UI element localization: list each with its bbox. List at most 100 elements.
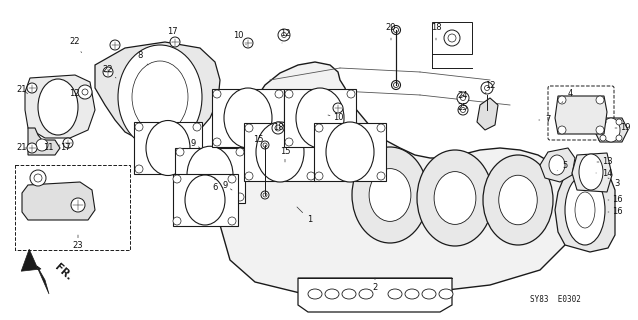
Ellipse shape [600, 135, 606, 141]
Ellipse shape [461, 95, 466, 100]
Text: 15: 15 [253, 135, 265, 148]
Ellipse shape [278, 29, 290, 41]
Ellipse shape [135, 123, 143, 131]
Text: 18: 18 [431, 23, 441, 40]
Ellipse shape [315, 124, 323, 132]
Text: SY83  E0302: SY83 E0302 [530, 295, 581, 305]
Ellipse shape [422, 289, 436, 299]
Polygon shape [572, 153, 612, 192]
Ellipse shape [448, 34, 456, 42]
Ellipse shape [377, 172, 385, 180]
Text: 21: 21 [17, 85, 27, 94]
Polygon shape [25, 75, 95, 138]
Text: 17: 17 [60, 143, 70, 153]
Polygon shape [555, 168, 615, 252]
Ellipse shape [434, 172, 476, 224]
Text: 11: 11 [43, 143, 60, 153]
Ellipse shape [326, 122, 374, 182]
Ellipse shape [347, 138, 355, 146]
Ellipse shape [173, 175, 181, 183]
Ellipse shape [173, 217, 181, 225]
Ellipse shape [256, 122, 304, 182]
Ellipse shape [352, 147, 428, 243]
Polygon shape [22, 182, 95, 220]
Ellipse shape [263, 193, 267, 197]
Ellipse shape [461, 108, 466, 113]
Ellipse shape [579, 154, 603, 190]
Ellipse shape [135, 165, 143, 173]
Ellipse shape [392, 81, 401, 90]
Ellipse shape [243, 38, 253, 48]
Text: 3: 3 [608, 178, 619, 188]
Ellipse shape [499, 175, 537, 225]
Ellipse shape [261, 191, 269, 199]
Ellipse shape [236, 193, 244, 201]
Ellipse shape [146, 121, 190, 175]
Ellipse shape [82, 89, 88, 95]
Polygon shape [210, 62, 572, 295]
Text: FR.: FR. [53, 262, 74, 282]
Ellipse shape [307, 172, 315, 180]
Ellipse shape [281, 33, 286, 37]
Text: 21: 21 [17, 143, 27, 153]
Ellipse shape [34, 174, 42, 182]
Text: 17: 17 [167, 28, 177, 42]
Ellipse shape [103, 67, 113, 77]
Ellipse shape [275, 125, 281, 131]
Text: 16: 16 [608, 196, 622, 204]
Ellipse shape [36, 139, 48, 151]
Text: 9: 9 [190, 139, 200, 148]
Text: 12: 12 [279, 28, 290, 43]
Ellipse shape [347, 90, 355, 98]
Ellipse shape [484, 85, 489, 91]
Ellipse shape [369, 169, 411, 221]
Text: 15: 15 [279, 148, 290, 162]
Ellipse shape [394, 28, 399, 33]
Ellipse shape [228, 175, 236, 183]
Ellipse shape [481, 82, 493, 94]
Polygon shape [555, 96, 607, 134]
Text: 25: 25 [457, 103, 468, 113]
Ellipse shape [458, 105, 468, 115]
Ellipse shape [285, 138, 293, 146]
Ellipse shape [333, 103, 343, 113]
Ellipse shape [602, 118, 620, 142]
Bar [244, 123, 316, 181]
Polygon shape [95, 42, 220, 143]
Ellipse shape [261, 141, 269, 149]
Ellipse shape [118, 45, 202, 149]
Ellipse shape [132, 61, 188, 133]
Bar [134, 122, 202, 174]
Ellipse shape [565, 175, 605, 245]
Polygon shape [540, 148, 575, 182]
Ellipse shape [394, 83, 399, 87]
Ellipse shape [193, 123, 201, 131]
Ellipse shape [263, 143, 267, 147]
Ellipse shape [600, 119, 606, 125]
Ellipse shape [38, 79, 78, 135]
Ellipse shape [616, 119, 622, 125]
Text: 10: 10 [328, 114, 343, 123]
Text: 8: 8 [137, 51, 148, 65]
Text: 22: 22 [103, 66, 116, 78]
Text: 2: 2 [373, 278, 378, 292]
Ellipse shape [575, 192, 595, 228]
Ellipse shape [187, 146, 233, 204]
Ellipse shape [285, 90, 293, 98]
Text: 22: 22 [70, 37, 82, 52]
Polygon shape [28, 128, 60, 155]
Ellipse shape [185, 175, 225, 225]
Ellipse shape [325, 289, 339, 299]
Ellipse shape [616, 135, 622, 141]
Bar [284, 89, 356, 147]
Ellipse shape [176, 148, 184, 156]
Ellipse shape [377, 124, 385, 132]
Polygon shape [594, 118, 628, 142]
Ellipse shape [388, 289, 402, 299]
Text: 16: 16 [608, 207, 622, 217]
Ellipse shape [308, 289, 322, 299]
Bar [15, 165, 130, 250]
Ellipse shape [275, 90, 283, 98]
Ellipse shape [444, 30, 460, 46]
Text: 19: 19 [615, 124, 630, 132]
